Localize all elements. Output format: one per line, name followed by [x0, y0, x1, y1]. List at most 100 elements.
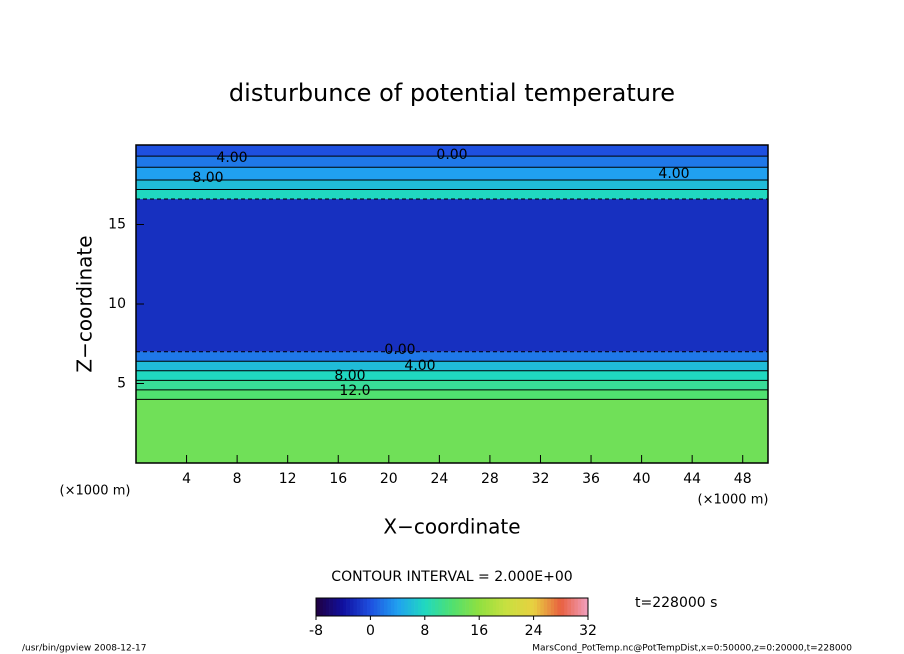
colorbar-cell: [360, 598, 364, 616]
colorbar-cell: [458, 598, 463, 616]
colorbar-cell: [346, 598, 351, 616]
contour-band: [136, 199, 768, 352]
contour-band: [136, 370, 768, 381]
colorbar-cell: [577, 598, 582, 616]
colorbar-cell: [509, 598, 514, 616]
colorbar-cell: [421, 598, 426, 616]
colorbar-cell: [513, 598, 517, 616]
colorbar-cell: [390, 598, 395, 616]
x-axis-label: X−coordinate: [383, 515, 520, 539]
colorbar-cell: [326, 598, 330, 616]
contour-band: [136, 179, 768, 190]
contour-band: [136, 145, 768, 157]
y-tick-label: 15: [108, 217, 126, 233]
contour-label: 4.00: [404, 358, 435, 374]
colorbar-tick-label: -8: [309, 623, 323, 639]
contour-label: 12.0: [339, 383, 370, 399]
colorbar-cell: [557, 598, 562, 616]
contour-label: 4.00: [658, 166, 689, 182]
y-axis-label: Z−coordinate: [73, 235, 97, 372]
colorbar-cell: [414, 598, 419, 616]
colorbar-cell: [584, 598, 589, 616]
colorbar-cell: [540, 598, 545, 616]
colorbar-cell: [407, 598, 412, 616]
colorbar-tick-label: 8: [420, 623, 429, 639]
colorbar-cell: [499, 598, 504, 616]
colorbar-cell: [418, 598, 422, 616]
colorbar-cell: [397, 598, 402, 616]
footer: /usr/bin/gpview 2008-12-17: [22, 644, 146, 654]
colorbar-cell: [516, 598, 521, 616]
colorbar-cell: [567, 598, 572, 616]
colorbar-cell: [370, 598, 375, 616]
colorbar-cell: [367, 598, 371, 616]
contour-label: 4.00: [216, 150, 247, 166]
colorbar-cell: [523, 598, 528, 616]
colorbar-cell: [316, 598, 320, 616]
y-tick-label: 5: [117, 376, 126, 392]
colorbar-cell: [339, 598, 344, 616]
contour-label: 8.00: [192, 170, 223, 186]
x-tick-label: 16: [329, 471, 347, 487]
colorbar-cell: [435, 598, 439, 616]
colorbar-cell: [438, 598, 443, 616]
colorbar-cell: [411, 598, 415, 616]
colorbar-cell: [533, 598, 538, 616]
colorbar-cell: [404, 598, 409, 616]
x-tick-label: 28: [481, 471, 499, 487]
contour-label: 8.00: [334, 368, 365, 384]
footer: MarsCond_PotTemp.nc@PotTempDist,x=0:5000…: [532, 644, 852, 654]
colorbar-cell: [428, 598, 432, 616]
x-tick-label: 48: [734, 471, 752, 487]
x-tick-label: 36: [582, 471, 600, 487]
colorbar-cell: [554, 598, 558, 616]
colorbar-cell: [455, 598, 460, 616]
colorbar-cell: [486, 598, 490, 616]
colorbar-cell: [452, 598, 456, 616]
x-unit: (×1000 m): [698, 493, 769, 508]
colorbar-cell: [581, 598, 585, 616]
contour-band: [136, 380, 768, 390]
colorbar-cell: [445, 598, 449, 616]
contour-band: [136, 156, 768, 168]
colorbar-cell: [482, 598, 487, 616]
colorbar-tick-label: 16: [470, 623, 488, 639]
x-tick-label: 20: [380, 471, 398, 487]
colorbar-cell: [550, 598, 555, 616]
colorbar-cell: [475, 598, 480, 616]
colorbar-cell: [492, 598, 497, 616]
x-tick-label: 24: [430, 471, 448, 487]
colorbar-cell: [322, 598, 327, 616]
colorbar-cell: [431, 598, 436, 616]
colorbar-cell: [387, 598, 392, 616]
contour-band: [136, 399, 768, 463]
colorbar-cell: [448, 598, 453, 616]
colorbar-cell: [571, 598, 575, 616]
colorbar-cell: [496, 598, 500, 616]
colorbar-cell: [333, 598, 337, 616]
x-tick-label: 12: [279, 471, 297, 487]
contour-band: [136, 189, 768, 200]
colorbar-cell: [506, 598, 511, 616]
colorbar-cell: [356, 598, 361, 616]
colorbar-cell: [350, 598, 354, 616]
colorbar-tick-label: 24: [525, 623, 543, 639]
colorbar-cell: [489, 598, 494, 616]
colorbar-cell: [560, 598, 565, 616]
colorbar-cell: [394, 598, 398, 616]
chart-title: disturbunce of potential temperature: [229, 79, 675, 107]
contour-band: [136, 361, 768, 371]
colorbar-cell: [441, 598, 446, 616]
colorbar-frame: [315, 597, 589, 617]
colorbar-cell: [543, 598, 548, 616]
colorbar-cell: [520, 598, 524, 616]
x-tick-label: 40: [633, 471, 651, 487]
time-label: t=228000 s: [635, 595, 717, 611]
colorbar-cell: [537, 598, 541, 616]
colorbar-cell: [336, 598, 341, 616]
colorbar-cell: [319, 598, 324, 616]
colorbar-cell: [363, 598, 368, 616]
colorbar-cell: [329, 598, 334, 616]
colorbar-cell: [465, 598, 470, 616]
